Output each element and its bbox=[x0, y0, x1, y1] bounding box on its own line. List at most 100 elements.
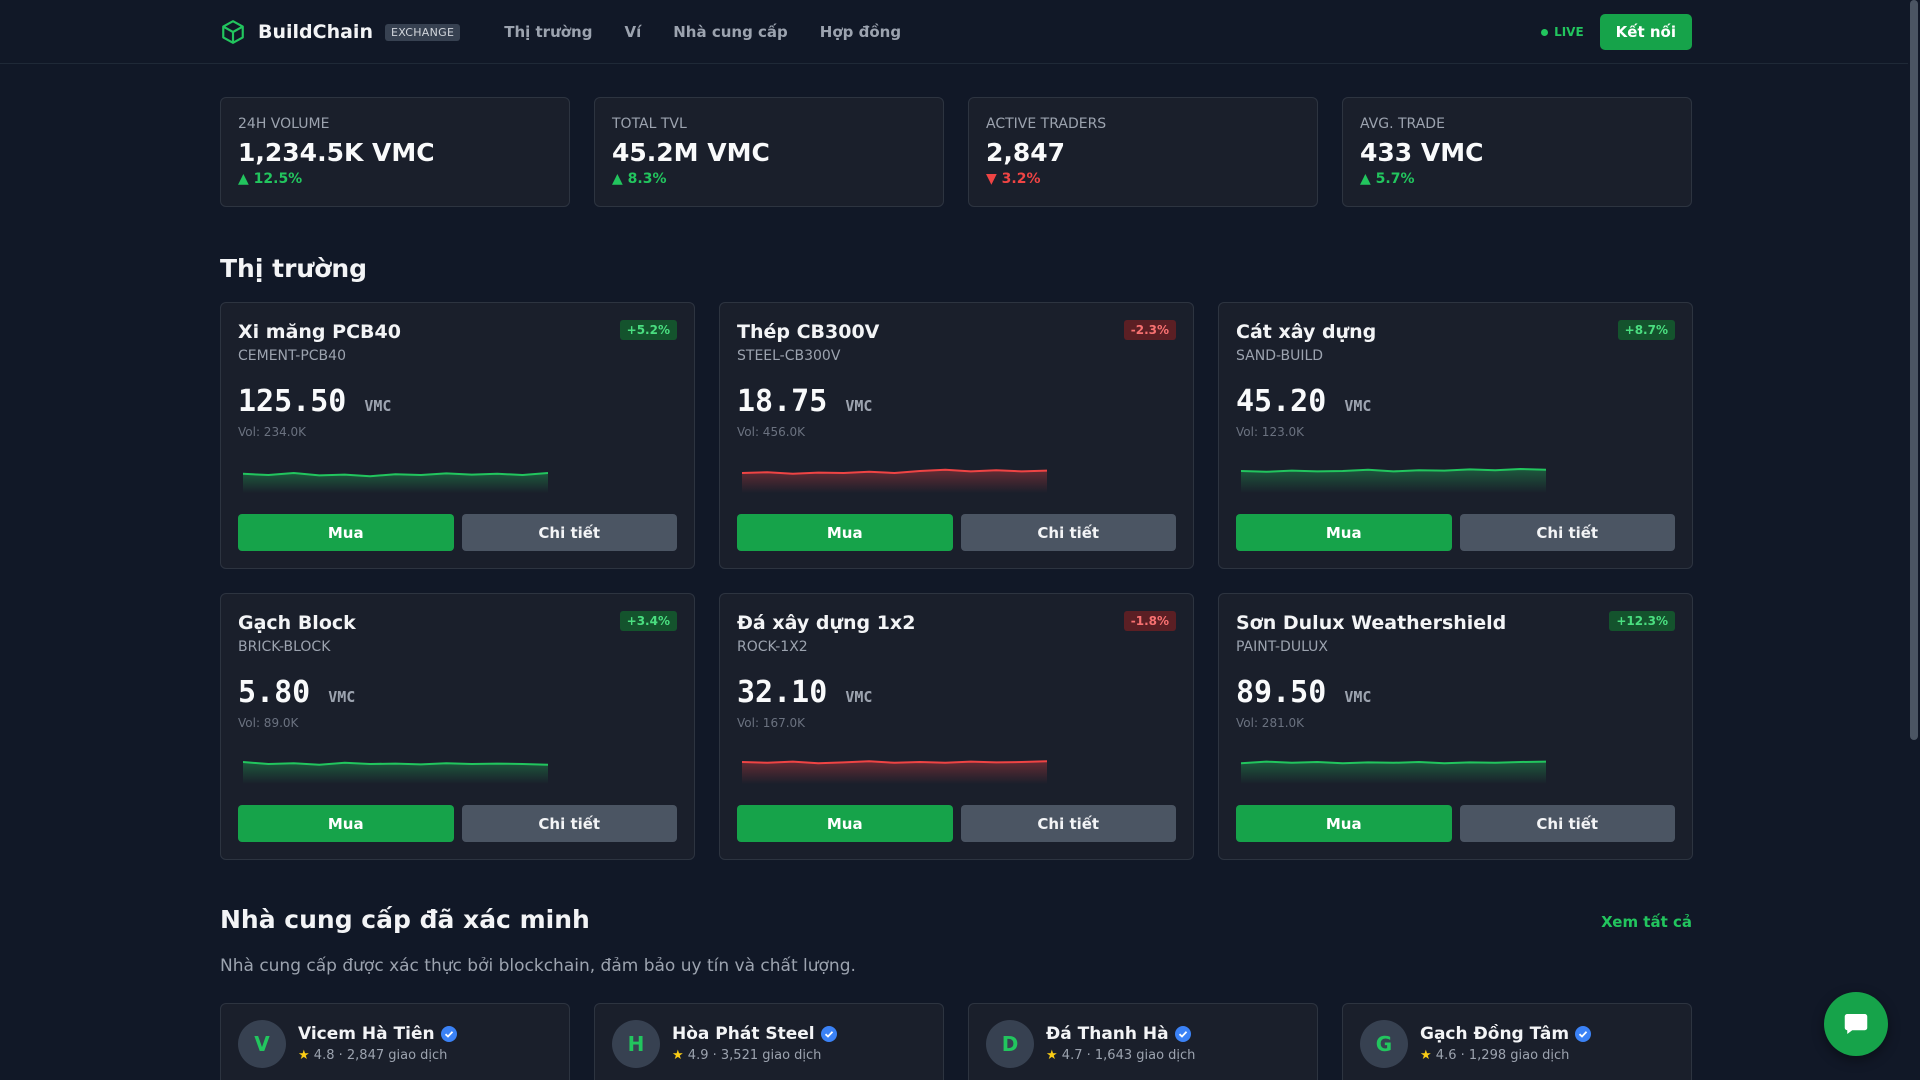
buy-button[interactable]: Mua bbox=[1236, 805, 1452, 842]
supplier-card[interactable]: G Gạch Đồng Tâm ★ 4.6 · 1,298 giao dịch bbox=[1342, 1003, 1692, 1080]
buy-button[interactable]: Mua bbox=[737, 805, 953, 842]
supplier-avatar: H bbox=[612, 1020, 660, 1068]
stat-change: ▼ 3.2% bbox=[986, 171, 1041, 187]
supplier-meta: ★ 4.7 · 1,643 giao dịch bbox=[1046, 1048, 1196, 1063]
detail-button[interactable]: Chi tiết bbox=[1459, 514, 1675, 551]
cube-logo-icon bbox=[220, 19, 246, 45]
product-name: Thép CB300V bbox=[737, 321, 880, 343]
detail-button[interactable]: Chi tiết bbox=[1459, 805, 1675, 842]
card-actions: Mua Chi tiết bbox=[737, 805, 1176, 842]
market-card: Gạch Block BRICK-BLOCK +3.4% 5.80 VMC Vo… bbox=[220, 593, 695, 860]
nav-suppliers[interactable]: Nhà cung cấp bbox=[673, 23, 788, 41]
live-dot-icon bbox=[1541, 28, 1549, 36]
volume: Vol: 123.0K bbox=[1236, 425, 1305, 439]
star-icon: ★ bbox=[298, 1048, 310, 1063]
price-value: 89.50 bbox=[1236, 675, 1327, 710]
nav-market[interactable]: Thị trường bbox=[504, 23, 593, 41]
brand[interactable]: BuildChain EXCHANGE bbox=[220, 19, 461, 45]
brand-name: BuildChain bbox=[258, 21, 373, 43]
volume: Vol: 89.0K bbox=[238, 716, 299, 730]
detail-button[interactable]: Chi tiết bbox=[960, 805, 1176, 842]
supplier-card[interactable]: V Vicem Hà Tiên ★ 4.8 · 2,847 giao dịch bbox=[220, 1003, 570, 1080]
price-unit: VMC bbox=[328, 688, 356, 706]
top-navbar: BuildChain EXCHANGE Thị trường Ví Nhà cu… bbox=[0, 0, 1920, 64]
market-card: Sơn Dulux Weathershield PAINT-DULUX +12.… bbox=[1218, 593, 1693, 860]
verified-icon bbox=[820, 1026, 837, 1042]
market-card: Xi măng PCB40 CEMENT-PCB40 +5.2% 125.50 … bbox=[220, 302, 695, 569]
buy-button[interactable]: Mua bbox=[238, 805, 454, 842]
buy-button[interactable]: Mua bbox=[238, 514, 454, 551]
supplier-card[interactable]: H Hòa Phát Steel ★ 4.9 · 3,521 giao dịch bbox=[594, 1003, 944, 1080]
price: 125.50 VMC bbox=[238, 384, 677, 419]
supplier-rating: 4.9 bbox=[687, 1048, 709, 1063]
sparkline-chart bbox=[742, 468, 1047, 493]
product-name: Đá xây dựng 1x2 bbox=[737, 612, 916, 634]
sparkline-area bbox=[1241, 761, 1546, 784]
stat-card-traders: ACTIVE TRADERS 2,847 ▼ 3.2% bbox=[968, 97, 1318, 207]
product-name: Cát xây dựng bbox=[1236, 321, 1377, 343]
supplier-avatar: D bbox=[986, 1020, 1034, 1068]
product-symbol: SAND-BUILD bbox=[1236, 348, 1324, 364]
product-name: Gạch Block bbox=[238, 612, 356, 634]
sparkline-area bbox=[243, 762, 548, 784]
supplier-name: Vicem Hà Tiên bbox=[298, 1024, 435, 1044]
supplier-meta: ★ 4.9 · 3,521 giao dịch bbox=[672, 1048, 822, 1063]
price-unit: VMC bbox=[845, 688, 873, 706]
product-name: Sơn Dulux Weathershield bbox=[1236, 612, 1507, 634]
stat-change: ▲ 12.5% bbox=[238, 171, 303, 187]
supplier-name: Gạch Đồng Tâm bbox=[1420, 1024, 1570, 1044]
product-symbol: BRICK-BLOCK bbox=[238, 639, 331, 655]
price-unit: VMC bbox=[364, 397, 392, 415]
supplier-name-row: Vicem Hà Tiên bbox=[298, 1024, 457, 1044]
buy-button[interactable]: Mua bbox=[737, 514, 953, 551]
supplier-rating: 4.6 bbox=[1435, 1048, 1457, 1063]
sparkline-line bbox=[742, 468, 1047, 475]
supplier-deals: 1,298 giao dịch bbox=[1468, 1048, 1570, 1063]
price-unit: VMC bbox=[1344, 688, 1372, 706]
card-actions: Mua Chi tiết bbox=[238, 805, 677, 842]
supplier-deals: 2,847 giao dịch bbox=[346, 1048, 448, 1063]
card-actions: Mua Chi tiết bbox=[1236, 514, 1675, 551]
supplier-rating: 4.7 bbox=[1061, 1048, 1083, 1063]
detail-button[interactable]: Chi tiết bbox=[461, 805, 677, 842]
view-all-link[interactable]: Xem tất cả bbox=[1601, 913, 1692, 931]
supplier-rating: 4.8 bbox=[313, 1048, 335, 1063]
stat-value: 1,234.5K VMC bbox=[238, 138, 435, 167]
verified-icon bbox=[1575, 1026, 1592, 1042]
sparkline-chart bbox=[243, 761, 548, 784]
price-value: 45.20 bbox=[1236, 384, 1327, 419]
stat-card-tvl: TOTAL TVL 45.2M VMC ▲ 8.3% bbox=[594, 97, 944, 207]
buy-button[interactable]: Mua bbox=[1236, 514, 1452, 551]
stat-value: 433 VMC bbox=[1360, 138, 1484, 167]
volume: Vol: 456.0K bbox=[737, 425, 806, 439]
chat-bubble-icon bbox=[1844, 1014, 1868, 1034]
connect-button[interactable]: Kết nối bbox=[1599, 14, 1692, 50]
sparkline-line bbox=[243, 761, 548, 766]
volume: Vol: 281.0K bbox=[1236, 716, 1305, 730]
stats-row: 24H VOLUME 1,234.5K VMC ▲ 12.5% TOTAL TV… bbox=[220, 97, 1692, 207]
live-label: LIVE bbox=[1554, 25, 1584, 39]
scrollbar-thumb[interactable] bbox=[1910, 0, 1918, 740]
page-scrollbar[interactable] bbox=[1908, 0, 1920, 1080]
detail-button[interactable]: Chi tiết bbox=[461, 514, 677, 551]
nav-contracts[interactable]: Hợp đồng bbox=[819, 23, 902, 41]
supplier-name-row: Gạch Đồng Tâm bbox=[1420, 1024, 1592, 1044]
change-badge: +12.3% bbox=[1609, 611, 1675, 631]
price-unit: VMC bbox=[1344, 397, 1372, 415]
supplier-card[interactable]: D Đá Thanh Hà ★ 4.7 · 1,643 giao dịch bbox=[968, 1003, 1318, 1080]
detail-button[interactable]: Chi tiết bbox=[960, 514, 1176, 551]
sparkline-line bbox=[742, 760, 1047, 765]
price: 32.10 VMC bbox=[737, 675, 1176, 710]
chat-button[interactable] bbox=[1824, 992, 1888, 1056]
market-card: Cát xây dựng SAND-BUILD +8.7% 45.20 VMC … bbox=[1218, 302, 1693, 569]
sparkline-chart bbox=[742, 760, 1047, 784]
nav-wallet[interactable]: Ví bbox=[624, 23, 642, 41]
product-symbol: STEEL-CB300V bbox=[737, 348, 841, 364]
supplier-avatar: G bbox=[1360, 1020, 1408, 1068]
live-indicator: LIVE bbox=[1541, 25, 1584, 39]
volume: Vol: 234.0K bbox=[238, 425, 307, 439]
sparkline-chart bbox=[1241, 760, 1546, 784]
product-symbol: ROCK-1X2 bbox=[737, 639, 808, 655]
stat-label: 24H VOLUME bbox=[238, 116, 330, 132]
change-badge: -1.8% bbox=[1123, 611, 1176, 631]
